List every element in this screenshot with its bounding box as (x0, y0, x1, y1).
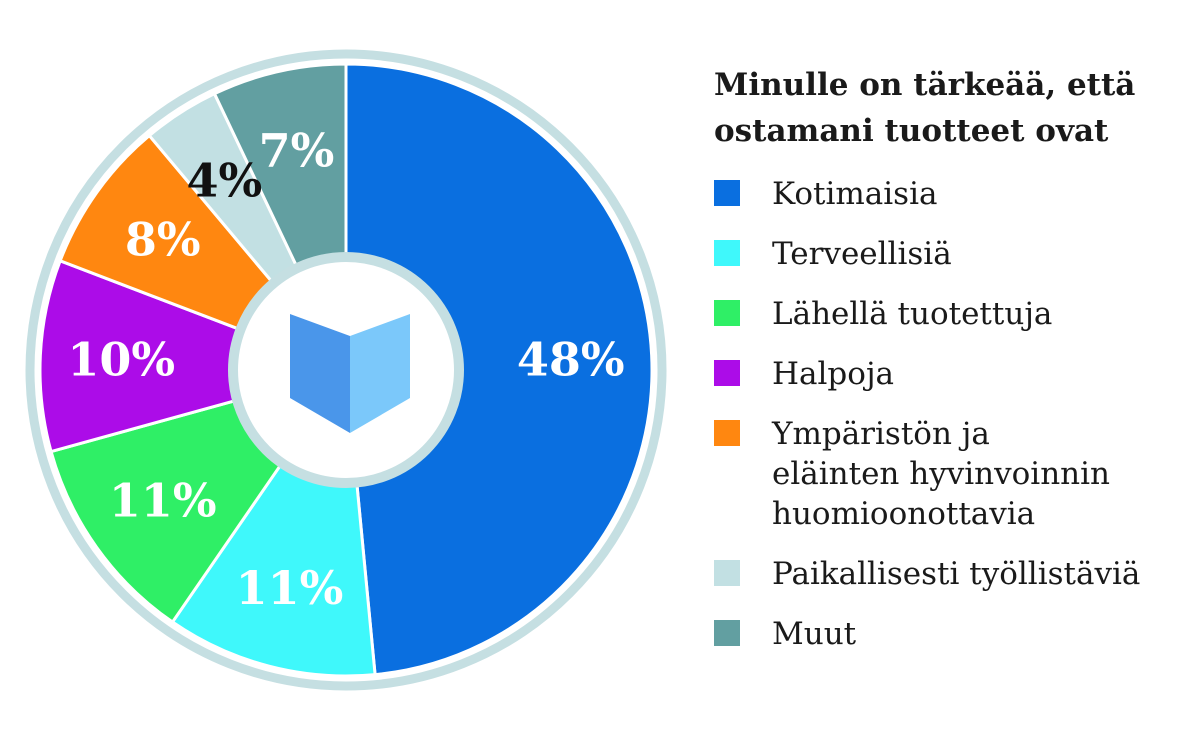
legend-label: Lähellä tuotettuja (772, 296, 1053, 332)
open-book-icon (290, 314, 410, 433)
slice-label-2: 11% (236, 561, 344, 615)
legend-label: Ympäristön ja eläinten hyvinvoinnin huom… (772, 416, 1111, 532)
legend-items: Kotimaisia Terveellisiä Lähellä tuotettuja… (714, 174, 1184, 654)
legend-label: Kotimaisia (772, 176, 938, 212)
legend-swatch (714, 240, 740, 266)
legend: Minulle on tärkeää, että ostamani tuotte… (714, 62, 1184, 674)
legend-label: Terveellisiä (772, 236, 952, 272)
legend-label: Muut (772, 616, 857, 652)
legend-swatch (714, 360, 740, 386)
slice-label-4: 10% (67, 332, 175, 386)
legend-swatch (714, 180, 740, 206)
slice-label-5: 8% (125, 212, 201, 266)
legend-label: Paikallisesti työllistäviä (772, 556, 1141, 592)
slice-label-7: 7% (259, 124, 335, 178)
slices-group (38, 62, 654, 678)
legend-item: Kotimaisia (714, 174, 1184, 214)
legend-swatch (714, 560, 740, 586)
legend-title: Minulle on tärkeää, että ostamani tuotte… (714, 67, 1136, 149)
legend-label: Halpoja (772, 356, 895, 392)
slice-label-1: 48% (517, 332, 625, 386)
slice-labels-group: 48% 11% 11% 10% 8%4%7% (67, 124, 624, 615)
legend-item: Ympäristön ja eläinten hyvinvoinnin huom… (714, 414, 1184, 534)
legend-item: Paikallisesti työllistäviä (714, 554, 1184, 594)
legend-swatch (714, 620, 740, 646)
slice-label-3: 11% (109, 474, 217, 528)
legend-item: Terveellisiä (714, 234, 1184, 274)
legend-swatch (714, 300, 740, 326)
legend-item: Lähellä tuotettuja (714, 294, 1184, 334)
legend-swatch (714, 420, 740, 446)
legend-item: Halpoja (714, 354, 1184, 394)
legend-item: Muut (714, 614, 1184, 654)
slice-label-6: 4% (186, 154, 262, 208)
